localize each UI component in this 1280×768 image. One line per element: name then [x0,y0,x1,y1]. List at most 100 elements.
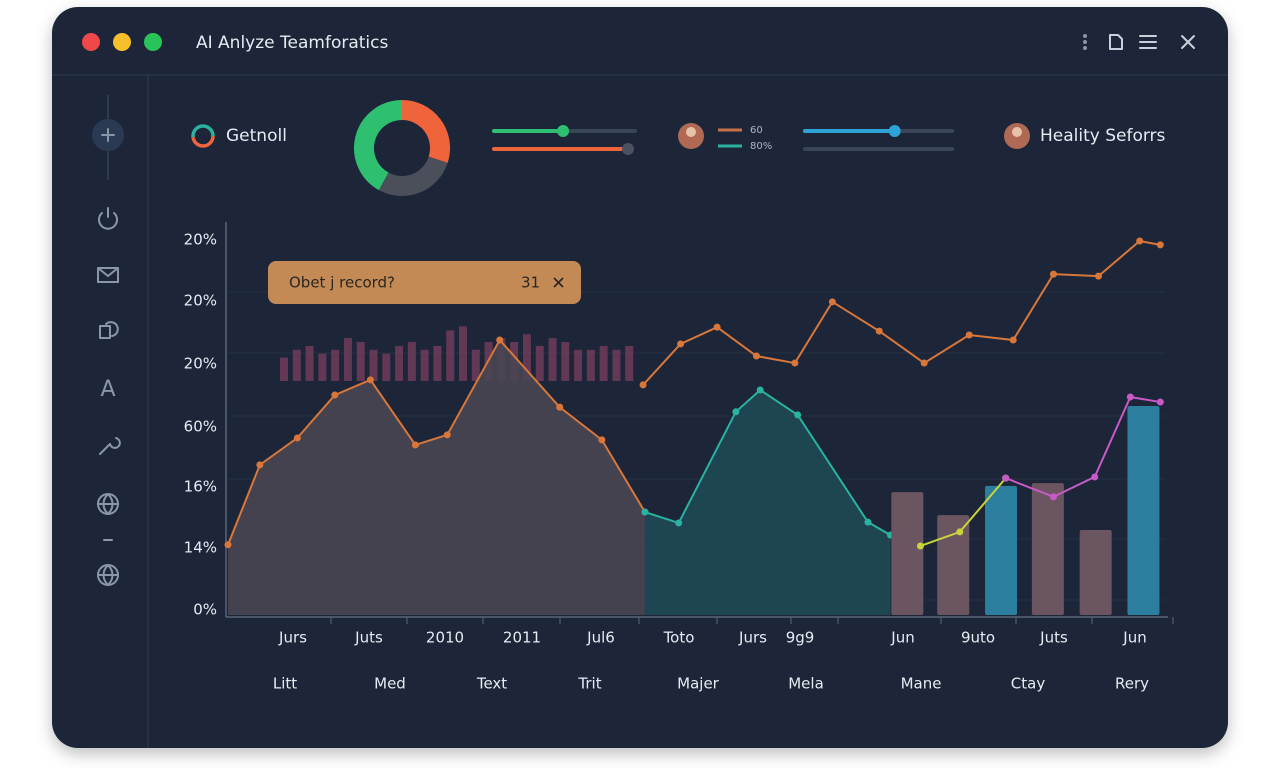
file-icon[interactable] [1109,34,1123,50]
x-group-label: Rery [1115,675,1149,693]
histogram-bar [471,349,480,381]
histogram-bar [318,353,327,381]
histogram-bar [305,345,314,381]
point [1156,398,1164,406]
donut-segment [401,100,450,163]
x-group-label: Med [374,675,406,693]
histogram-bar [586,349,595,381]
histogram-bar [369,349,378,381]
maximize-dot[interactable] [144,33,162,51]
avatar [678,123,704,149]
point [639,381,647,389]
point [224,541,232,549]
y-tick-label: 20% [184,292,217,310]
x-tick-label: 9uto [961,629,995,647]
slider-knob[interactable] [888,125,901,137]
histogram-bar [343,338,352,381]
donut-segment [378,156,448,196]
mail-icon[interactable] [97,267,119,283]
y-tick-label: 16% [184,478,217,496]
histogram-bar [382,353,391,381]
point [675,519,683,527]
histogram-bar [612,349,621,381]
histogram-bar [420,349,429,381]
close-icon[interactable] [1181,35,1195,49]
point [641,508,649,516]
histogram-bar [625,345,634,381]
bar [937,515,970,615]
area [228,340,645,615]
list-icon[interactable] [1139,35,1157,49]
globe-icon[interactable] [97,564,119,586]
point [1049,270,1057,278]
point [1136,237,1144,245]
y-tick-label: 20% [184,231,217,249]
globe-icon[interactable] [97,493,119,515]
point [1009,336,1017,344]
point [713,323,721,331]
point [598,436,606,444]
point [864,518,872,526]
histogram-bar [331,349,340,381]
status-ring-2 [191,124,215,148]
power-icon[interactable] [98,207,118,230]
donut-segment [354,100,403,191]
point [496,336,504,344]
x-tick-label: Jun [890,629,914,647]
x-group-label: Litt [273,675,297,693]
bar [985,485,1018,615]
x-tick-label: Jun [1122,629,1146,647]
x-tick-label: Toto [663,629,695,647]
tool-icon[interactable] [99,437,121,455]
close-dot[interactable] [82,33,100,51]
point [756,386,764,394]
point [1091,473,1099,481]
point [791,359,799,367]
x-tick-label: Juts [1039,629,1068,647]
legend-label: 60 [750,125,763,136]
add-icon [101,128,115,142]
point [256,461,264,469]
point [828,298,836,306]
histogram-bar [522,334,531,381]
y-tick-label: 20% [184,355,217,373]
y-tick-label: 14% [184,539,217,557]
tooltip-close[interactable] [553,277,564,288]
y-tick-label: 0% [193,601,217,619]
bar [1127,405,1160,615]
x-group-label: Ctay [1011,675,1046,693]
point [556,403,564,411]
minimize-dot[interactable] [113,33,131,51]
slider-knob[interactable] [622,143,634,155]
slider-knob[interactable] [557,125,570,137]
x-group-label: Majer [677,675,720,693]
more-icon[interactable] [1083,34,1087,50]
point [956,528,964,536]
point [293,434,301,442]
histogram-bar [395,345,404,381]
histogram-bar [356,342,365,381]
histogram-bar [433,345,442,381]
point [411,441,419,449]
left-label: Getnoll [226,126,287,146]
histogram-bar [407,342,416,381]
chat-icon[interactable] [99,321,119,339]
point [366,376,374,384]
point [1094,272,1102,280]
point [752,352,760,360]
point [443,431,451,439]
bar [1079,529,1112,615]
point [965,331,973,339]
histogram-bar [280,357,288,381]
text-tool[interactable]: A [100,377,115,402]
bar [891,492,924,615]
x-tick-label: Jurs [278,629,307,647]
window-actions [1083,34,1195,50]
area [644,389,891,615]
histogram-bar [548,338,557,381]
histogram-bar [446,330,455,381]
avatar [1004,123,1030,149]
point [732,408,740,416]
